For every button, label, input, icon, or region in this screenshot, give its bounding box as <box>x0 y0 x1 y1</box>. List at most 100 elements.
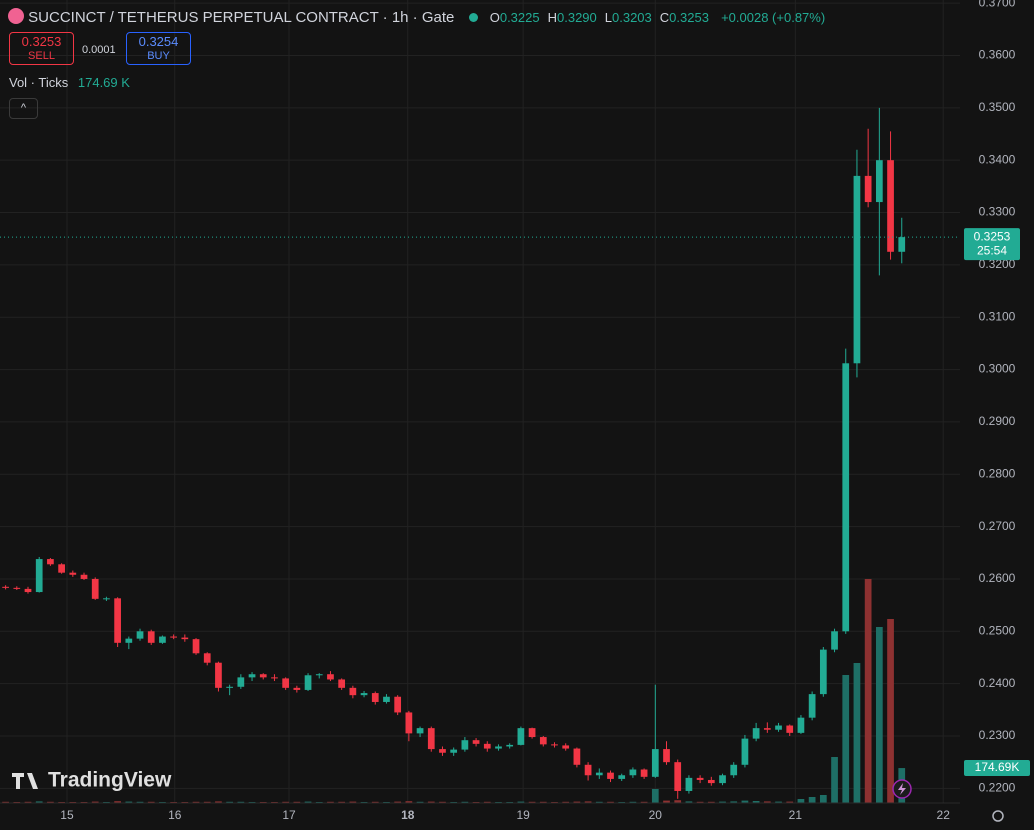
candle-body <box>819 649 827 695</box>
candle-body <box>741 738 749 765</box>
volume-bar <box>786 801 794 803</box>
candle-body <box>69 572 77 575</box>
candles <box>2 107 906 799</box>
change: +0.0028 (+0.87%) <box>721 10 826 25</box>
volume-bar <box>2 801 9 803</box>
volume-indicator[interactable]: Vol · Ticks <box>9 75 69 90</box>
candle-body <box>427 728 435 750</box>
volume-bar <box>539 801 547 803</box>
candle-body <box>562 745 570 749</box>
x-tick-label: 22 <box>937 808 951 822</box>
buy-button[interactable]: 0.3254 BUY <box>126 32 191 65</box>
volume-bar <box>91 801 99 803</box>
volume-bar <box>203 801 211 803</box>
candle-body <box>315 674 323 676</box>
volume-bar <box>125 801 133 803</box>
volume-bar <box>293 801 301 803</box>
candle-body <box>439 749 446 753</box>
volume-bar <box>439 801 446 803</box>
volume-bar <box>517 801 525 803</box>
candle-body <box>349 687 357 696</box>
candle-body <box>483 743 491 749</box>
candle-body <box>125 638 133 643</box>
candle-body <box>584 764 592 776</box>
volume-bar <box>394 801 402 803</box>
volume-bar <box>640 801 648 803</box>
candle-body <box>226 686 233 688</box>
candle-body <box>875 160 883 203</box>
x-tick-label: 21 <box>789 808 803 822</box>
candle-body <box>147 631 155 643</box>
volume-bar <box>696 801 704 803</box>
candle-body <box>618 775 626 779</box>
candle-body <box>730 764 738 776</box>
volume-bar <box>797 799 805 803</box>
y-tick-label: 0.3400 <box>979 152 1016 166</box>
candle-body <box>371 693 379 702</box>
ohlc: O0.3225 H0.3290 L0.3203 C0.3253 <box>490 9 717 26</box>
candle-body <box>595 772 603 776</box>
candle-body <box>461 740 469 750</box>
gear[interactable] <box>992 810 1004 822</box>
candle-body <box>607 772 614 779</box>
candle-body <box>13 587 21 589</box>
volume-bar <box>763 801 771 803</box>
countdown: 25:54 <box>977 243 1007 257</box>
candle-body <box>58 564 65 573</box>
lightning-button[interactable] <box>892 779 912 799</box>
ohlc-value: 0.3290 <box>557 10 597 25</box>
volume-bar <box>416 801 424 803</box>
candle-body <box>304 675 312 690</box>
symbol-title[interactable]: SUCCINCT / TETHERUS PERPETUAL CONTRACT ·… <box>28 9 455 26</box>
volume-bar <box>730 801 738 803</box>
y-tick-label: 0.3000 <box>979 362 1016 376</box>
volume-bar <box>483 801 491 803</box>
candle-body <box>405 712 413 734</box>
sell-button[interactable]: 0.3253 SELL <box>9 32 74 65</box>
y-tick-label: 0.3100 <box>979 309 1016 323</box>
candle-body <box>248 674 256 678</box>
volume-bar <box>887 619 894 803</box>
candle-body <box>517 728 525 745</box>
candle-body <box>775 725 782 730</box>
candle-body <box>640 769 648 777</box>
collapse-button[interactable]: ^ <box>9 98 38 119</box>
volume-bar <box>595 801 603 803</box>
candle-body <box>170 636 177 638</box>
candle-body <box>237 677 245 687</box>
candle-body <box>215 662 222 688</box>
volume-badge-bg <box>964 760 1030 777</box>
volume-bar <box>192 801 200 803</box>
lightning-icon <box>898 783 906 795</box>
candle-body <box>495 746 502 749</box>
candle-body <box>259 674 267 678</box>
volume-bar <box>427 801 435 803</box>
volume-bar <box>528 801 536 803</box>
candle-body <box>696 777 704 780</box>
y-tick-label: 0.2700 <box>979 519 1016 533</box>
candle-body <box>898 237 906 252</box>
volume-bar <box>752 801 760 803</box>
candle-body <box>327 674 334 680</box>
candle-body <box>539 737 547 745</box>
x-tick-label: 16 <box>168 808 182 822</box>
candle-body <box>752 728 760 739</box>
volume-bar <box>147 801 155 803</box>
y-tick-label: 0.3300 <box>979 205 1016 219</box>
candle-body <box>416 728 424 734</box>
settings-icon[interactable] <box>992 810 1004 822</box>
volume-value: 174.69 K <box>77 75 130 90</box>
volume-bar <box>461 801 469 803</box>
candle-body <box>853 175 861 364</box>
symbol-row: SUCCINCT / TETHERUS PERPETUAL CONTRACT ·… <box>8 8 825 26</box>
candle-body <box>528 728 536 738</box>
volume-bar <box>349 801 357 803</box>
candle-body <box>103 598 110 600</box>
ohlc-key: H <box>547 10 557 25</box>
candle-body <box>181 637 189 640</box>
grid <box>0 0 960 803</box>
candle-body <box>47 559 54 565</box>
sell-price: 0.3253 <box>21 34 62 49</box>
volume-bar <box>853 663 861 803</box>
volume-bar <box>663 800 670 803</box>
